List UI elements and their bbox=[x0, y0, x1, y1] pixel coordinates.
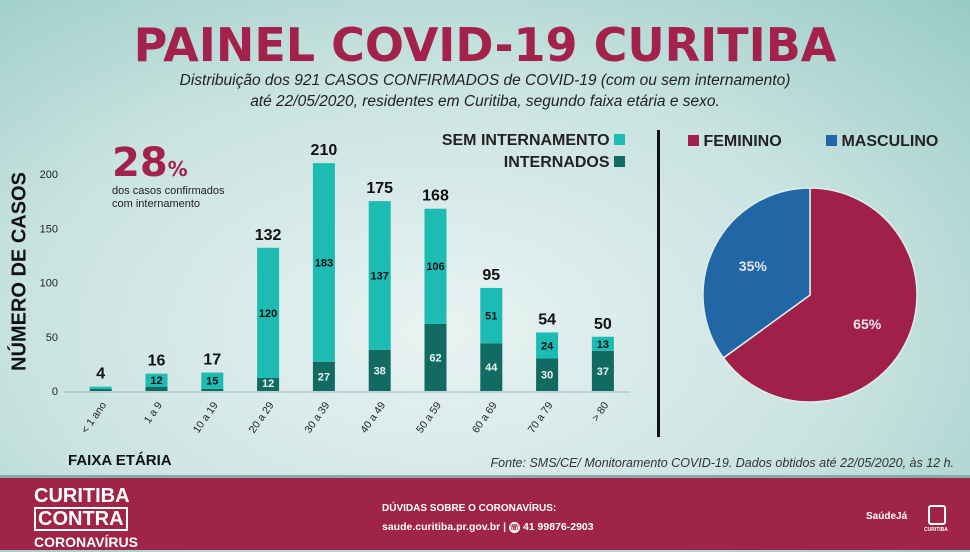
data-label-sem-internamento: 24 bbox=[541, 340, 554, 352]
bar-sem-internamento bbox=[145, 373, 168, 387]
x-tick-label: 30 a 39 bbox=[302, 400, 332, 436]
data-label-internados: 30 bbox=[541, 370, 553, 382]
bar-internados bbox=[591, 350, 614, 391]
x-tick-label: 10 a 19 bbox=[191, 400, 221, 436]
data-label-sem-internamento: 183 bbox=[315, 257, 333, 269]
divider bbox=[657, 130, 660, 437]
city-crest-icon bbox=[928, 505, 946, 525]
highlight-caption: dos casos confirmados com internamento bbox=[112, 185, 225, 210]
page-title: PAINEL COVID-19 CURITIBA bbox=[133, 18, 837, 72]
total-label: 16 bbox=[148, 353, 166, 370]
bar-sem-internamento bbox=[89, 386, 112, 389]
bar-sem-internamento bbox=[480, 287, 503, 344]
pie-chart: 65% 35% bbox=[702, 187, 918, 403]
x-tick-label: 1 a 9 bbox=[142, 400, 165, 426]
campaign-logo: CURITIBA CONTRA CORONAVÍRUS bbox=[34, 485, 138, 550]
x-tick-label: > 80 bbox=[590, 400, 612, 424]
subtitle-line2: até 22/05/2020, residentes em Curitiba, … bbox=[250, 93, 720, 110]
legend-sem-internamento: SEM INTERNAMENTO bbox=[440, 132, 625, 150]
phone-number: 41 99876-2903 bbox=[522, 521, 594, 533]
total-label: 132 bbox=[255, 227, 282, 244]
data-label-sem-internamento: 120 bbox=[259, 308, 277, 320]
total-label: 4 bbox=[96, 366, 105, 383]
bar-sem-internamento bbox=[257, 247, 280, 378]
data-label-sem-internamento: 12 bbox=[150, 375, 162, 387]
whatsapp-icon: ☏ bbox=[509, 522, 521, 533]
legend-internados: INTERNADOS bbox=[440, 154, 625, 172]
data-label-internados: 12 bbox=[262, 378, 274, 390]
total-label: 168 bbox=[422, 188, 449, 205]
pie-label: 35% bbox=[739, 258, 768, 274]
x-tick-label: 70 a 79 bbox=[526, 400, 556, 436]
y-tick-label: 200 bbox=[40, 169, 58, 181]
bar-sem-internamento bbox=[536, 332, 559, 359]
bar-internados bbox=[257, 377, 280, 391]
bar-sem-internamento bbox=[591, 336, 614, 351]
total-label: 50 bbox=[594, 316, 612, 333]
total-label: 95 bbox=[482, 267, 500, 284]
bar-internados bbox=[480, 343, 503, 391]
data-label-internados: 27 bbox=[318, 371, 330, 383]
data-label-internados: 44 bbox=[485, 362, 498, 374]
x-tick-label: 40 a 49 bbox=[358, 400, 388, 436]
bar-sem-internamento bbox=[201, 372, 224, 389]
data-label-internados: 38 bbox=[374, 365, 386, 377]
contact-line: saude.curitiba.pr.gov.br | ☏ 41 99876-29… bbox=[382, 521, 594, 533]
data-label-internados: 62 bbox=[429, 352, 441, 364]
data-label-sem-internamento: 51 bbox=[485, 311, 497, 323]
y-tick-label: 50 bbox=[46, 332, 58, 344]
bar-sem-internamento bbox=[368, 201, 391, 350]
bar-internados bbox=[312, 361, 335, 391]
data-label-sem-internamento: 15 bbox=[206, 376, 218, 388]
y-tick-label: 0 bbox=[52, 386, 58, 398]
pie-slice-masculino bbox=[702, 187, 811, 359]
total-label: 175 bbox=[366, 180, 393, 197]
bar-internados bbox=[368, 349, 391, 391]
x-tick-label: 60 a 69 bbox=[470, 400, 500, 436]
bar-internados bbox=[89, 388, 112, 391]
bar-internados bbox=[145, 386, 168, 391]
bar-sem-internamento bbox=[424, 208, 447, 324]
site-link[interactable]: saude.curitiba.pr.gov.br | bbox=[382, 521, 507, 533]
x-tick-label: 50 a 59 bbox=[414, 400, 444, 436]
city-logo-text: CURITIBA bbox=[924, 527, 948, 533]
saude-ja-logo: SaúdeJá bbox=[866, 511, 908, 522]
bar-internados bbox=[536, 358, 559, 391]
highlight-percent: 28% bbox=[112, 140, 188, 186]
data-label-sem-internamento: 13 bbox=[597, 339, 609, 351]
pie-label: 65% bbox=[853, 316, 882, 332]
pie-slice-feminino bbox=[722, 187, 918, 403]
y-tick-label: 100 bbox=[40, 278, 58, 290]
x-tick-label: 20 a 29 bbox=[247, 400, 277, 436]
total-label: 210 bbox=[311, 142, 338, 159]
total-label: 54 bbox=[538, 311, 556, 328]
legend-feminino: FEMININO bbox=[688, 133, 782, 151]
data-label-internados: 37 bbox=[597, 366, 609, 378]
bar-internados bbox=[201, 388, 224, 391]
x-axis-label: FAIXA ETÁRIA bbox=[68, 452, 172, 469]
bar-internados bbox=[424, 323, 447, 391]
total-label: 17 bbox=[203, 352, 221, 369]
data-label-sem-internamento: 106 bbox=[426, 261, 444, 273]
subtitle-line1: Distribuição dos 921 CASOS CONFIRMADOS d… bbox=[179, 72, 791, 89]
data-label-sem-internamento: 137 bbox=[371, 270, 389, 282]
legend-masculino: MASCULINO bbox=[826, 133, 938, 151]
questions-label: DÚVIDAS SOBRE O CORONAVÍRUS: bbox=[382, 503, 557, 514]
x-tick-label: < 1 ano bbox=[79, 400, 109, 436]
source-note: Fonte: SMS/CE/ Monitoramento COVID-19. D… bbox=[490, 456, 954, 470]
bar-chart: 0 50 100 150 200 4 < 1 ano 12 16 1 a 9 15 17 10 a 19… bbox=[40, 142, 630, 436]
y-tick-label: 150 bbox=[40, 223, 58, 235]
bar-sem-internamento bbox=[312, 163, 335, 362]
footer: CURITIBA CONTRA CORONAVÍRUS DÚVIDAS SOBR… bbox=[0, 475, 970, 550]
